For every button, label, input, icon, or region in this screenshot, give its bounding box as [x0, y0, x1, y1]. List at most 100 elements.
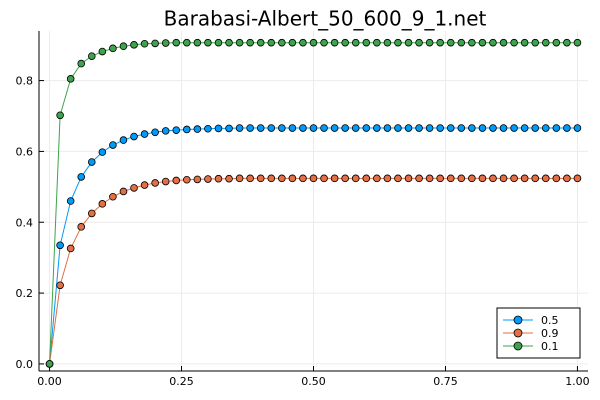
data-point: [299, 174, 307, 183]
data-point: [130, 184, 138, 192]
data-point: [373, 38, 381, 47]
y-tick-label: 0.8: [16, 75, 34, 88]
data-point: [404, 174, 413, 183]
data-point: [436, 38, 444, 47]
data-point: [172, 38, 181, 47]
x-tick-label: 0.25: [169, 375, 194, 388]
data-point: [151, 179, 159, 187]
legend-marker: [513, 315, 523, 325]
data-point: [446, 174, 455, 183]
data-point: [193, 38, 202, 47]
y-tick-label: 0.2: [16, 287, 34, 300]
data-point: [563, 174, 571, 183]
data-point: [520, 38, 529, 47]
data-point: [383, 38, 392, 47]
data-point: [373, 124, 381, 132]
data-point: [151, 128, 159, 137]
data-point: [204, 175, 212, 183]
data-point: [119, 187, 128, 196]
data-point: [119, 42, 128, 51]
data-point: [573, 38, 582, 47]
data-point: [351, 174, 360, 183]
data-point: [446, 38, 455, 47]
data-point: [214, 124, 223, 133]
data-point: [531, 124, 540, 132]
legend-entry: 0.5: [503, 314, 559, 327]
data-point: [246, 38, 254, 47]
data-point: [299, 124, 307, 132]
data-point: [256, 174, 265, 183]
legend-marker: [513, 328, 523, 338]
data-point: [446, 124, 455, 132]
data-point: [183, 175, 191, 184]
data-point: [510, 38, 518, 47]
data-point: [309, 38, 318, 47]
data-point: [66, 244, 75, 253]
data-point: [309, 124, 318, 132]
data-point: [351, 38, 360, 47]
data-point: [373, 174, 381, 183]
data-point: [415, 124, 423, 132]
data-point: [172, 176, 181, 185]
data-point: [330, 38, 339, 47]
data-point: [383, 124, 392, 132]
data-point: [77, 173, 86, 181]
x-tick-label: 1.00: [565, 375, 590, 388]
data-point: [552, 174, 561, 183]
data-point: [457, 174, 466, 183]
data-point: [161, 39, 170, 47]
data-point: [204, 38, 212, 47]
data-point: [362, 38, 371, 47]
data-point: [457, 38, 466, 47]
data-point: [478, 174, 487, 183]
data-point: [383, 174, 392, 183]
data-point: [489, 174, 497, 183]
data-point: [109, 192, 117, 201]
legend-entry: 0.9: [503, 327, 559, 340]
data-point: [552, 124, 561, 132]
data-point: [151, 39, 159, 48]
data-point: [478, 124, 487, 132]
data-point: [320, 38, 328, 47]
legend-label: 0.1: [541, 340, 559, 353]
data-point: [130, 41, 138, 49]
data-point: [56, 241, 64, 250]
data-point: [510, 174, 518, 183]
data-point: [140, 130, 149, 138]
data-point: [87, 158, 96, 166]
data-point: [246, 124, 254, 132]
legend-label: 0.9: [541, 327, 559, 340]
data-point: [468, 124, 476, 132]
x-tick-label: 0.75: [433, 375, 458, 388]
data-point: [573, 174, 582, 183]
data-point: [341, 124, 349, 132]
data-point: [425, 124, 434, 132]
data-point: [425, 174, 434, 183]
data-point: [119, 136, 128, 144]
data-point: [394, 174, 402, 183]
data-point: [531, 174, 540, 183]
x-tick-label: 0.50: [301, 375, 326, 388]
data-point: [415, 174, 423, 183]
data-point: [425, 38, 434, 47]
data-point: [56, 281, 64, 290]
data-point: [130, 132, 138, 141]
data-point: [404, 124, 413, 132]
legend-label: 0.5: [541, 314, 559, 327]
data-point: [214, 174, 223, 183]
data-point: [531, 38, 540, 47]
data-point: [520, 174, 529, 183]
data-point: [278, 38, 286, 47]
data-point: [499, 124, 508, 132]
data-point: [489, 38, 497, 47]
data-point: [225, 174, 233, 183]
chart-title: Barabasi-Albert_50_600_9_1.net: [164, 7, 487, 31]
data-point: [552, 38, 561, 47]
data-point: [98, 47, 107, 56]
data-point: [351, 124, 360, 132]
data-point: [341, 174, 349, 183]
data-point: [267, 124, 276, 132]
data-point: [541, 174, 550, 183]
y-tick-label: 0.0: [16, 358, 34, 371]
